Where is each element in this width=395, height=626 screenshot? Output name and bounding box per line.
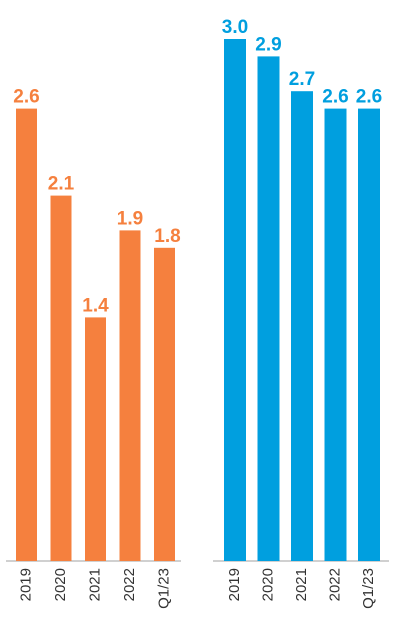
data-label: 1.8 <box>154 226 180 247</box>
bar-2019 <box>224 39 246 561</box>
x-tick-label: Q1/23 <box>155 568 172 609</box>
chart-right: 3.0 2019 2.9 2020 2.7 2021 2.6 2022 2.6 Q1/23 <box>213 17 389 609</box>
bar-q1-23 <box>154 247 175 562</box>
data-label: 1.9 <box>117 208 143 229</box>
x-tick-label: 2020 <box>52 568 69 601</box>
bar-q1-23 <box>358 108 380 561</box>
x-tick-label: Q1/23 <box>360 568 377 609</box>
bar-2020 <box>257 56 280 562</box>
data-label: 2.6 <box>13 87 39 108</box>
data-label: 2.7 <box>289 69 315 90</box>
data-label: 3.0 <box>222 17 248 38</box>
data-label: 1.4 <box>82 295 109 316</box>
data-label: 2.6 <box>356 87 382 108</box>
x-tick-label: 2022 <box>326 568 343 601</box>
x-tick-label: 2019 <box>226 568 243 601</box>
x-tick-label: 2022 <box>121 568 138 601</box>
x-tick-label: 2021 <box>293 568 310 601</box>
data-label: 2.9 <box>255 34 281 55</box>
bar-2021 <box>85 317 106 561</box>
data-label: 2.1 <box>48 174 75 195</box>
x-tick-label: 2021 <box>86 568 103 601</box>
x-tick-label: 2020 <box>259 568 276 601</box>
bar-2021 <box>291 91 313 561</box>
bar-2019 <box>16 108 37 561</box>
bar-2020 <box>50 195 72 561</box>
bar-2022 <box>324 108 347 561</box>
bar-2022 <box>119 230 141 561</box>
x-tick-label: 2019 <box>17 568 34 601</box>
data-label: 2.6 <box>322 87 348 108</box>
chart-left: 2.6 2019 2.1 2020 1.4 2021 1.9 2022 1.8 Q1/23 <box>6 87 181 609</box>
